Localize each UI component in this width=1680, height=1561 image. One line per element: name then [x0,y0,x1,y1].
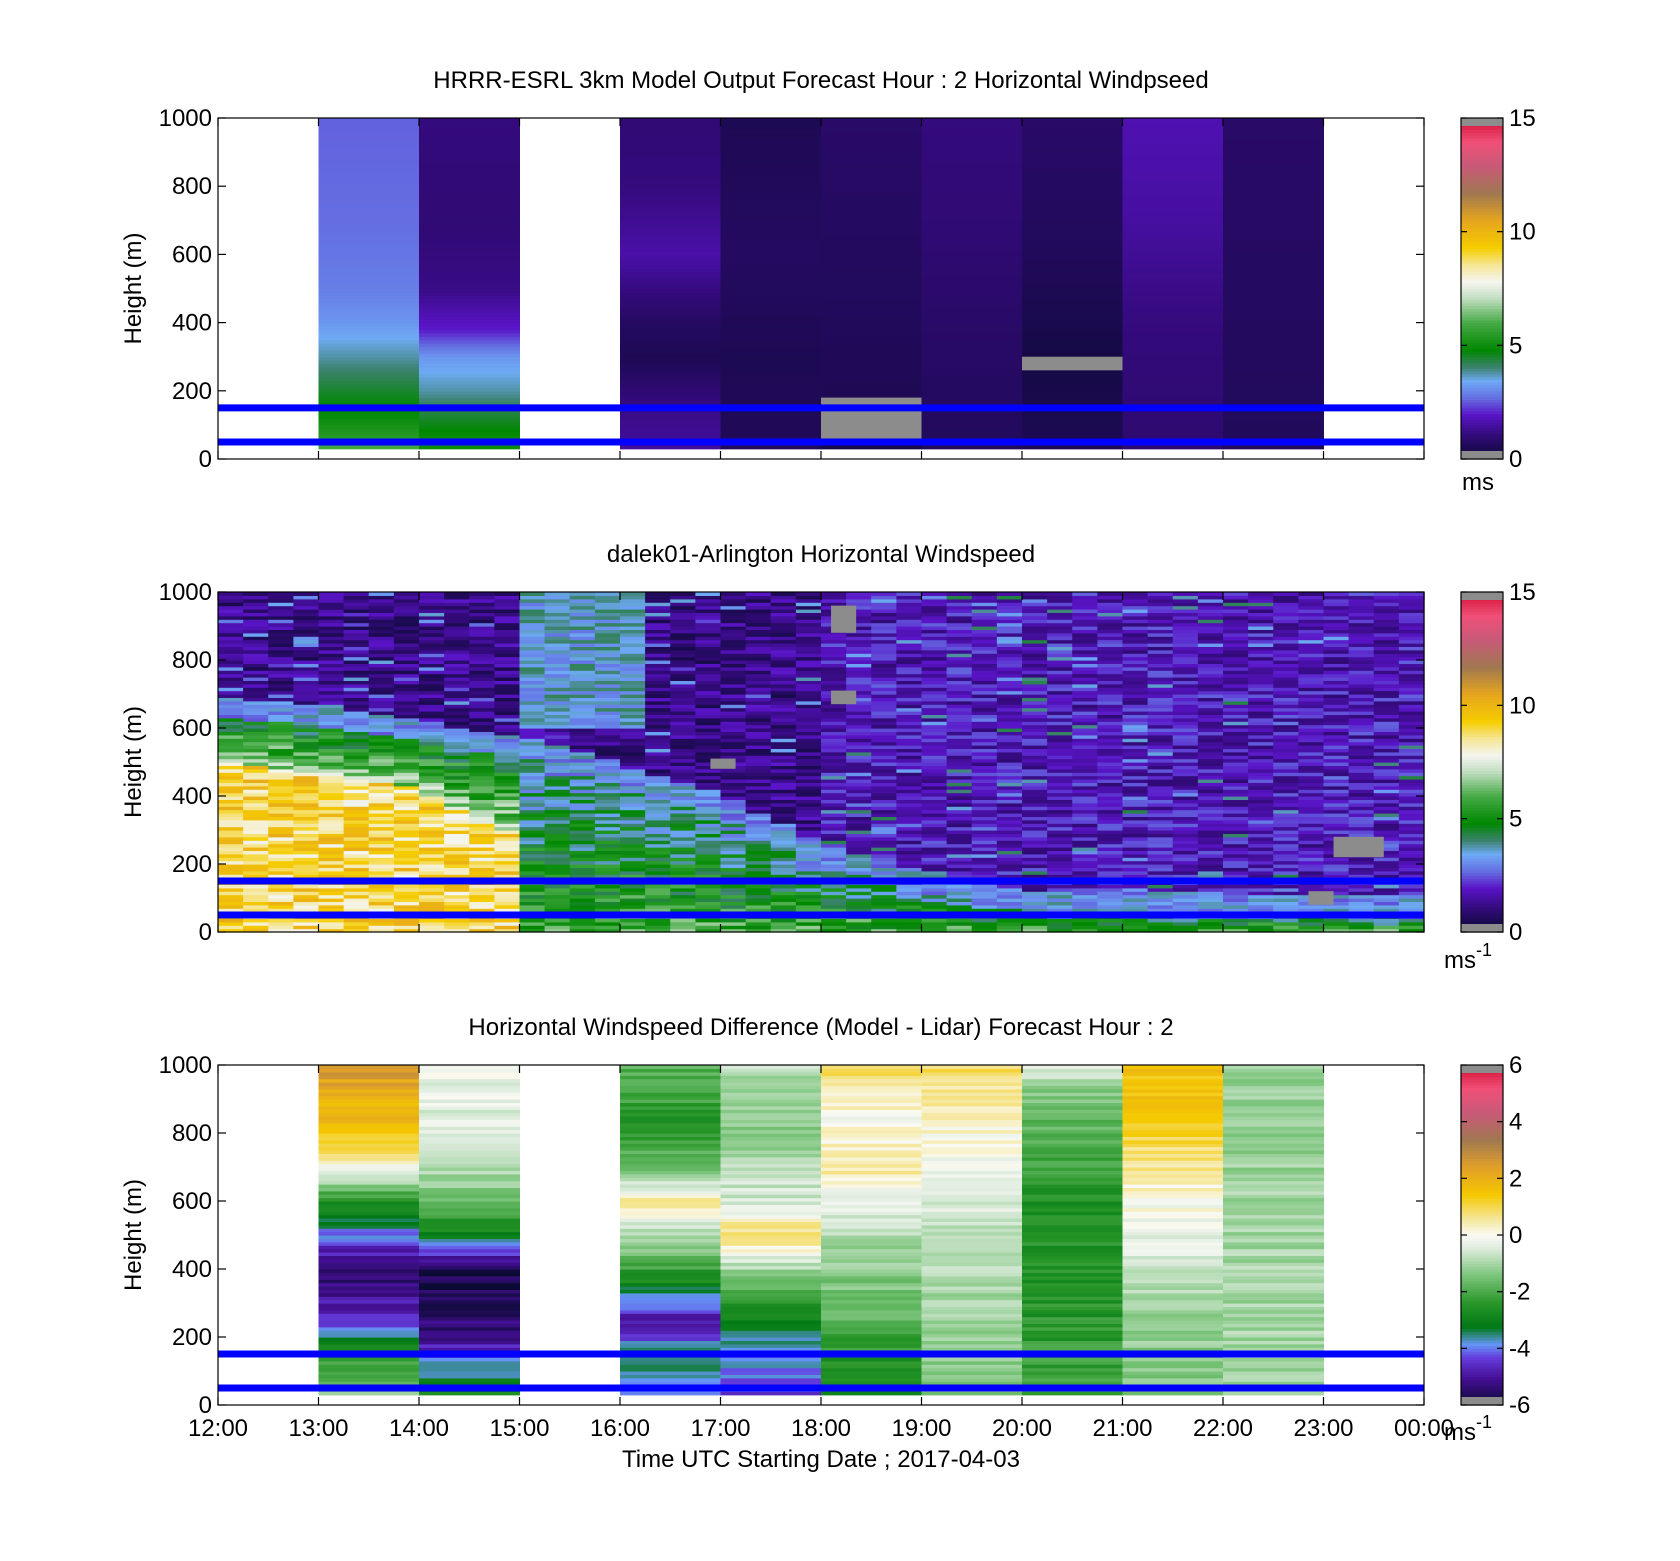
y-tick-label: 800 [172,1120,212,1147]
heatmap-cells [318,1065,1324,1396]
colorbar-tick-label: -4 [1509,1335,1530,1362]
y-tick-label: 400 [172,783,212,810]
x-tick-label: 18:00 [791,1415,851,1442]
y-tick-label: 1000 [159,105,212,132]
colorbar-tick-label: 10 [1509,219,1536,246]
colorbar: 0 5 10 15 ms-1 [1444,579,1536,974]
colorbar: -6 -4 -2 0 2 4 6 ms-1 [1444,1052,1530,1446]
y-tick-label: 200 [172,378,212,405]
x-tick-label: 16:00 [590,1415,650,1442]
missing-data-cell [1333,836,1384,858]
colorbar-unit-label: ms [1462,469,1494,496]
colorbar-tick-label: 2 [1509,1165,1522,1192]
colorbar-missing-low [1461,451,1503,459]
colorbar-missing-low [1461,924,1503,932]
x-tick-label: 21:00 [1092,1415,1152,1442]
x-tick-label: 00:00 [1394,1415,1454,1442]
x-tick-label: 17:00 [690,1415,750,1442]
colorbar-frame [1460,591,1504,933]
colorbar-tick-label: 15 [1509,105,1536,132]
panel-title: HRRR-ESRL 3km Model Output Forecast Hour… [433,67,1208,94]
y-tick-label: 200 [172,1324,212,1351]
missing-data-cell [821,397,922,439]
panel-title: dalek01-Arlington Horizontal Windspeed [607,541,1035,568]
panel-3: 12:00 13:00 14:00 15:00 16:00 17:00 18:00 19:00… [120,1014,1530,1473]
colorbar-tick-label: 0 [1509,446,1522,473]
colorbar-unit-label: ms-1 [1444,940,1492,974]
colorbar-missing-high [1461,118,1503,126]
x-tick-label: 20:00 [992,1415,1052,1442]
colorbar-tick-label: 0 [1509,919,1522,946]
missing-data-cell [831,690,857,705]
x-tick-label: 23:00 [1293,1415,1353,1442]
x-tick-label: 14:00 [389,1415,449,1442]
colorbar-missing-high [1461,1065,1503,1073]
x-tick-label: 22:00 [1193,1415,1253,1442]
y-tick-label: 800 [172,647,212,674]
missing-data-cell [831,605,857,633]
y-tick-label: 200 [172,851,212,878]
y-axis-label: Height (m) [120,232,147,344]
colorbar-tick-label: 6 [1509,1052,1522,1079]
colorbar-tick-label: 15 [1509,579,1536,606]
colorbar-tick-label: 4 [1509,1109,1522,1136]
y-tick-label: 400 [172,310,212,337]
y-tick-label: 800 [172,173,212,200]
colorbar-tick-label: 5 [1509,332,1522,359]
y-tick-label: 0 [199,446,212,473]
y-tick-label: 600 [172,241,212,268]
y-tick-label: 1000 [159,579,212,606]
y-tick-label: 0 [199,1392,212,1419]
y-tick-label: 0 [199,919,212,946]
y-axis-label: Height (m) [120,706,147,818]
missing-data-cell [1308,891,1334,905]
colorbar-frame [1460,117,1504,460]
y-tick-label: 600 [172,1188,212,1215]
colorbar-tick-label: -2 [1509,1279,1530,1306]
colorbar-unit-label: ms-1 [1444,1412,1492,1446]
x-tick-label: 15:00 [489,1415,549,1442]
x-tick-label: 12:00 [188,1415,248,1442]
y-tick-label: 400 [172,1256,212,1283]
panel-title: Horizontal Windspeed Difference (Model -… [468,1014,1173,1041]
x-tick-label: 13:00 [288,1415,348,1442]
colorbar-tick-label: 5 [1509,806,1522,833]
x-axis-label: Time UTC Starting Date ; 2017-04-03 [622,1446,1020,1473]
colorbar-missing-high [1461,592,1503,600]
colorbar-tick-label: 0 [1509,1222,1522,1249]
heatmap-cells [318,118,1324,450]
y-tick-label: 1000 [159,1052,212,1079]
y-axis-label: Height (m) [120,1179,147,1291]
x-tick-label: 19:00 [891,1415,951,1442]
y-tick-label: 600 [172,715,212,742]
colorbar-missing-low [1461,1397,1503,1405]
panel-2: 0 200 400 600 800 1000 dalek01-Arlington Horiz… [120,541,1536,974]
missing-data-cell [1022,356,1123,371]
missing-data-cell [710,758,736,769]
colorbar-tick-label: -6 [1509,1392,1530,1419]
colorbar-tick-label: 10 [1509,692,1536,719]
panel-1: 0 200 400 600 800 1000 HRRR-ESRL 3km Model Out… [120,67,1536,496]
colorbar: 0 5 10 15 ms [1460,105,1536,496]
